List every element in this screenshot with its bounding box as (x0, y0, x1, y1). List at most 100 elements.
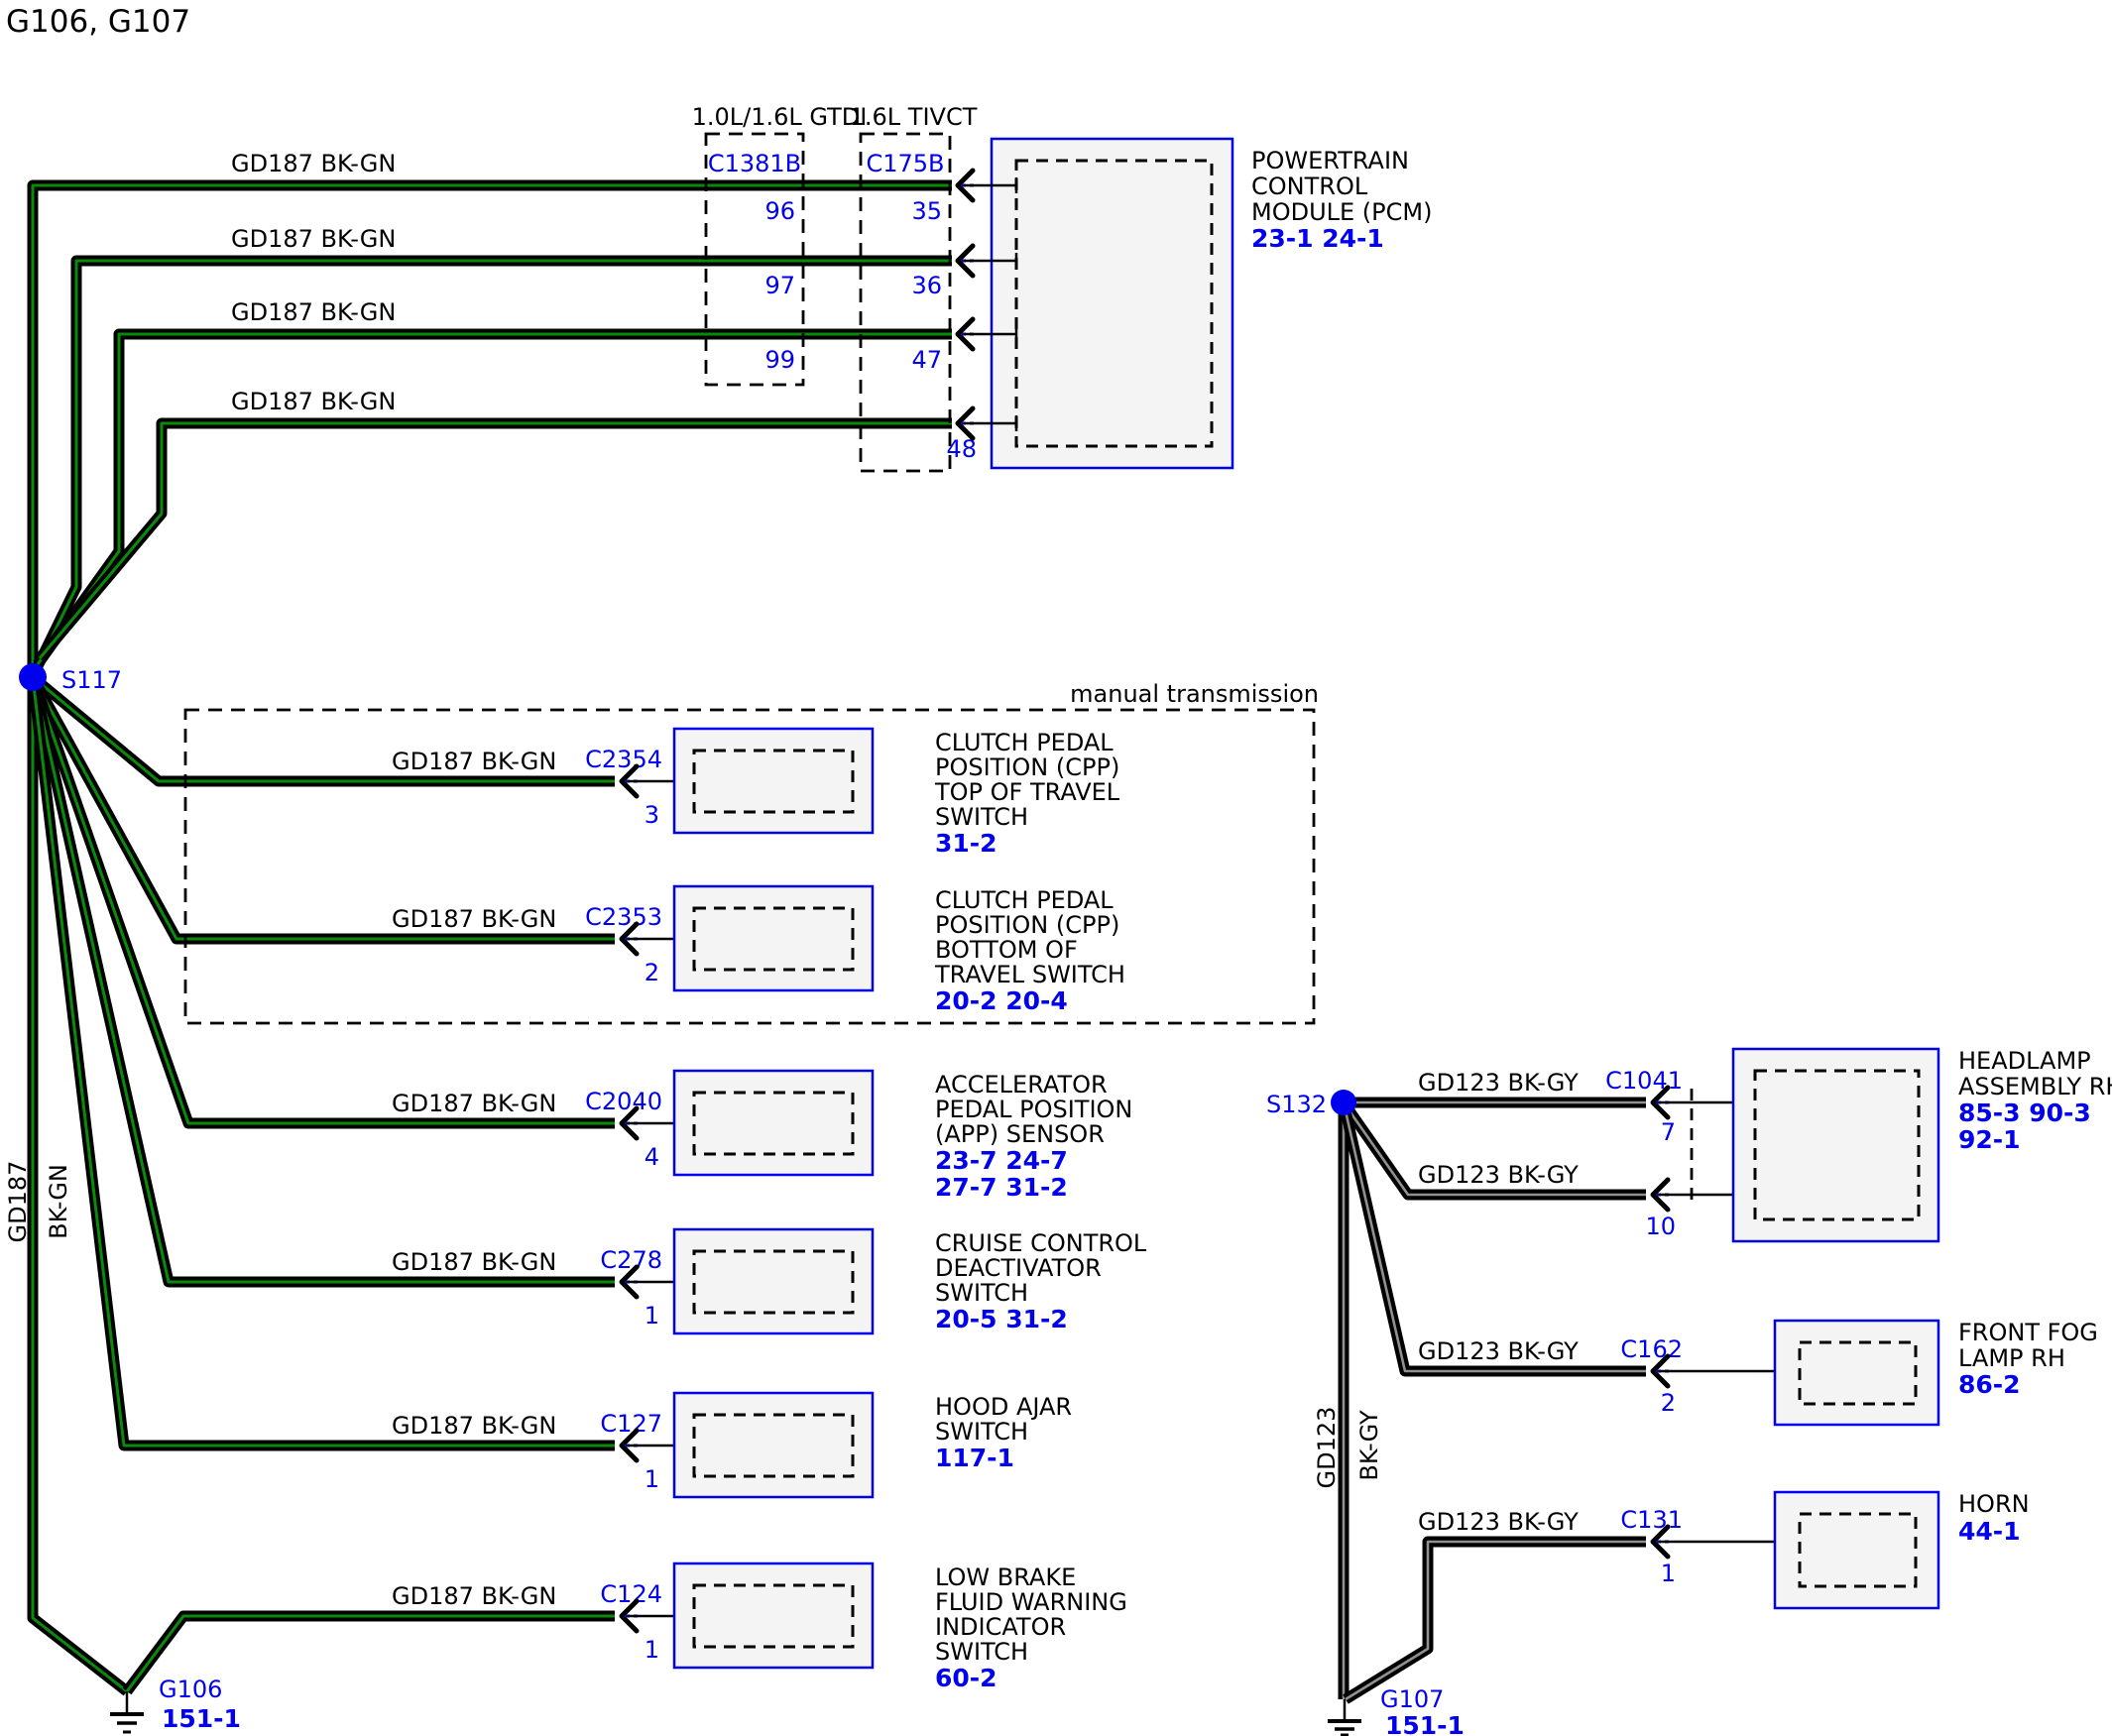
ground-g106: G106 151-1 (110, 1676, 241, 1734)
page-title: G106, G107 (6, 4, 190, 40)
wire-horn (1343, 1536, 1646, 1704)
ground-label: G107 (1380, 1685, 1444, 1713)
connector-label: C2353 (585, 903, 662, 931)
pin-label: 1 (645, 1465, 659, 1493)
device-page-refs: 44-1 (1958, 1517, 2021, 1546)
branch-c2354: GD187 BK-GN C2354 3 CLUTCH PEDAL POSITIO… (392, 727, 1120, 858)
splice-dot-s117 (19, 663, 47, 691)
connector-label: C2040 (585, 1088, 662, 1115)
wire-label: GD123 BK-GY (1418, 1508, 1579, 1536)
branch-c278: GD187 BK-GN C278 1 CRUISE CONTROL DEACTI… (392, 1227, 1147, 1335)
trunk-wire-code-label: BK-GN (45, 1164, 72, 1239)
device-label-line: HORN (1958, 1490, 2030, 1518)
trunk-wire-id-label: GD123 (1313, 1407, 1341, 1489)
manual-transmission-label: manual transmission (1070, 680, 1319, 708)
pcm-caption: POWERTRAIN CONTROL MODULE (PCM) 23-1 24-… (1251, 147, 1432, 253)
wire-label: GD123 BK-GY (1418, 1069, 1579, 1097)
wire-label: GD187 BK-GN (231, 150, 396, 177)
device-label-line: CLUTCH PEDAL (935, 886, 1114, 914)
wire-label: GD187 BK-GN (231, 388, 396, 415)
splice-label-s117: S117 (61, 666, 122, 694)
device-label-line: PEDAL POSITION (935, 1096, 1132, 1123)
device-label-line: LOW BRAKE (935, 1563, 1076, 1591)
pcm-arrows (955, 168, 1018, 441)
wire-label: GD187 BK-GN (392, 1582, 556, 1610)
pin-label: 2 (645, 959, 659, 986)
device-label-line: SWITCH (935, 1418, 1028, 1446)
wire-branch-c124 (122, 1610, 615, 1695)
wire-pcm-2 (31, 255, 952, 673)
wire-branch-c2353 (28, 674, 615, 945)
connector-box-c1381b (704, 132, 805, 387)
wire-label: GD187 BK-GN (392, 1412, 556, 1440)
device-label-line: FRONT FOG (1958, 1319, 2098, 1346)
device-page-refs: 23-7 24-7 (935, 1146, 1068, 1175)
device-label-line: TRAVEL SWITCH (934, 961, 1125, 988)
branch-c124: GD187 BK-GN C124 1 LOW BRAKE FLUID WARNI… (392, 1562, 1127, 1692)
device-label-line: FLUID WARNING (935, 1588, 1127, 1616)
device-label-line: LAMP RH (1958, 1344, 2065, 1372)
branch-c127: GD187 BK-GN C127 1 HOOD AJAR SWITCH 117-… (392, 1391, 1072, 1499)
pin-label: 1 (645, 1302, 659, 1330)
device-label-line: HEADLAMP (1958, 1047, 2091, 1075)
wire-label: GD187 BK-GN (392, 905, 556, 933)
wire-label: GD187 BK-GN (231, 225, 396, 253)
wire-label: GD123 BK-GY (1418, 1337, 1579, 1365)
wire-label: GD187 BK-GN (231, 298, 396, 326)
pin-label: 96 (764, 197, 795, 225)
arrow-pin-96-35 (955, 168, 1018, 203)
pin-label: 47 (911, 346, 942, 374)
device-label-line: POSITION (CPP) (935, 753, 1119, 781)
wire-label: GD123 BK-GY (1418, 1161, 1579, 1189)
front-fog-lamp: GD123 BK-GY C162 2 FRONT FOG LAMP RH 86-… (1418, 1319, 2098, 1427)
pin-label: 10 (1645, 1213, 1676, 1240)
header-tivct: 1.6L TIVCT (850, 103, 978, 131)
device-label-line: (APP) SENSOR (935, 1120, 1105, 1148)
header-gtdi: 1.0L/1.6L GTDI (692, 103, 868, 131)
device-page-refs: 92-1 (1958, 1125, 2021, 1154)
device-page-refs: 85-3 90-3 (1958, 1099, 2091, 1127)
pin-label: 36 (911, 272, 942, 299)
pin-label: 35 (911, 197, 942, 225)
wire-branch-c2354 (29, 672, 615, 787)
connector-label-c175b: C175B (866, 150, 944, 177)
wire-branch-c278 (27, 675, 615, 1288)
ground-page-ref: 151-1 (162, 1704, 241, 1733)
wire-headlamp-pin10 (1339, 1099, 1646, 1201)
wire-branch-c127 (27, 676, 615, 1451)
connector-label-c1381b: C1381B (708, 150, 801, 177)
horn: GD123 BK-GY C131 1 HORN 44-1 (1418, 1490, 2030, 1610)
connector-label: C1041 (1605, 1067, 1683, 1095)
ground-label: G106 (159, 1676, 222, 1703)
manual-transmission-box (183, 708, 1316, 1025)
device-label-line: SWITCH (935, 1638, 1028, 1666)
device-label-line: ACCELERATOR (935, 1071, 1108, 1099)
ground-page-ref: 151-1 (1385, 1711, 1465, 1736)
pin-label: 7 (1661, 1118, 1676, 1146)
left-circuit: S117 GD187 BK-GN GD187 BK-GN GD187 BK-GN… (4, 103, 1432, 1734)
wire-fog-lamp (1338, 1100, 1646, 1377)
device-page-refs: 86-2 (1958, 1370, 2021, 1399)
connector-label: C162 (1620, 1335, 1683, 1363)
ground-g107: G107 151-1 (1328, 1685, 1465, 1736)
pin-label: 1 (1661, 1560, 1676, 1587)
device-page-refs: 20-5 31-2 (935, 1305, 1068, 1333)
pin-label: 2 (1661, 1389, 1676, 1417)
connector-box-c175b (859, 132, 952, 473)
device-page-refs: 31-2 (935, 829, 997, 858)
device-label-line: CONTROL (1251, 173, 1368, 200)
branch-c2040: GD187 BK-GN C2040 4 ACCELERATOR PEDAL PO… (392, 1069, 1132, 1202)
wire-pcm-4 (35, 417, 952, 662)
device-label-line: HOOD AJAR (935, 1393, 1072, 1421)
device-label-line: DEACTIVATOR (935, 1254, 1102, 1282)
device-label-line: ASSEMBLY RH (1958, 1073, 2112, 1100)
headlamp-assembly: GD123 BK-GY C1041 7 GD123 BK-GY 10 HEADL… (1418, 1047, 2112, 1243)
pcm-box (990, 137, 1234, 470)
device-label-line: POSITION (CPP) (935, 911, 1119, 939)
connector-label: C131 (1620, 1506, 1683, 1534)
right-circuit: S132 GD123 BK-GY GD123 BK-GY C1041 7 GD1… (1266, 1047, 2112, 1736)
connector-label: C2354 (585, 746, 662, 773)
device-label-line: CLUTCH PEDAL (935, 729, 1114, 756)
